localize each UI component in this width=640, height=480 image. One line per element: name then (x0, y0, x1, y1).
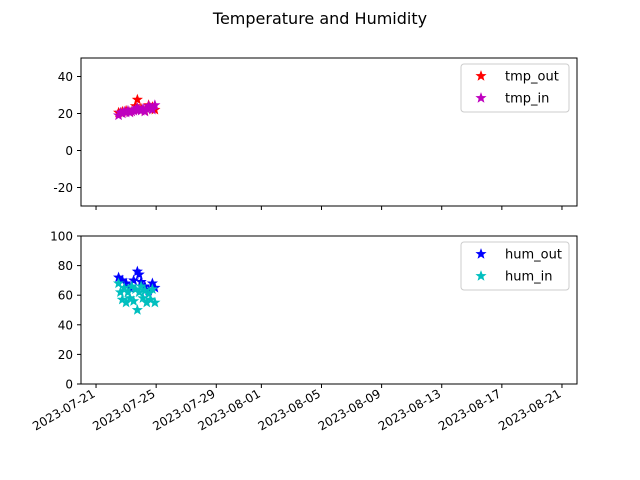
legend-label: tmp_out (505, 70, 559, 85)
y-tick-label: 60 (58, 289, 73, 303)
legend: tmp_out tmp_in (460, 63, 570, 113)
legend-box (460, 241, 570, 291)
data-point (128, 274, 140, 286)
y-tick-label: 20 (58, 107, 73, 121)
data-point (120, 296, 132, 308)
data-point (149, 296, 161, 308)
y-tick-label: -20 (53, 181, 73, 195)
legend-label: hum_in (505, 270, 553, 285)
legend-box (460, 63, 570, 113)
data-point (122, 286, 134, 297)
y-tick-label: 0 (65, 378, 73, 392)
y-tick-label: 80 (58, 259, 73, 273)
legend-marker (475, 92, 487, 103)
series-tmp_in (113, 99, 161, 121)
legend-label: hum_out (505, 248, 562, 263)
data-point (128, 295, 140, 306)
y-tick-label: 40 (58, 318, 73, 332)
series-hum_in (113, 277, 161, 315)
data-point (131, 304, 143, 315)
figure-title: Temperature and Humidity (212, 9, 427, 28)
legend-marker (475, 270, 487, 281)
data-point (149, 99, 161, 110)
data-point (144, 293, 157, 305)
axes-frame (80, 57, 578, 207)
axes-frame (80, 235, 578, 385)
legend-marker (475, 70, 487, 81)
data-point (135, 280, 147, 292)
legend: hum_out hum_in (460, 241, 570, 291)
y-tick-label: 0 (65, 144, 73, 158)
legend-label: tmp_in (505, 92, 549, 107)
data-point (118, 281, 130, 293)
data-point (133, 268, 145, 280)
data-point (146, 283, 158, 295)
data-point (143, 287, 155, 299)
y-tick-label: 100 (50, 230, 73, 244)
legend-marker (475, 248, 487, 259)
y-tick-label: 40 (58, 70, 73, 84)
data-point (113, 277, 125, 289)
temperature-panel: -20 0 20 40 tmp_out tmp_in (53, 57, 578, 210)
data-point (131, 93, 143, 105)
y-tick-label: 20 (58, 348, 73, 362)
